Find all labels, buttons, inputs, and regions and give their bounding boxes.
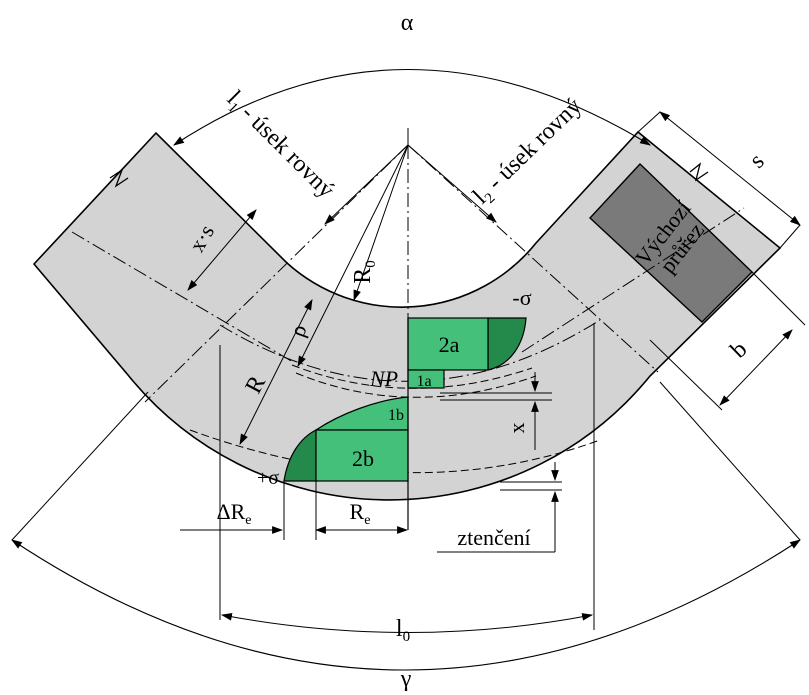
- s-label: s: [745, 148, 770, 173]
- left-break-mark: [109, 168, 129, 188]
- dimension-lines: [180, 111, 806, 633]
- stress-compression-tail: [487, 317, 527, 371]
- l2-straight-label: l2 - úsek rovný: [468, 93, 589, 211]
- delta-Re-label: ΔRe: [216, 499, 251, 528]
- gamma-limit-left: [11, 391, 149, 541]
- minus-sigma-label: -σ: [512, 285, 531, 310]
- x-label: x: [504, 423, 529, 434]
- alpha-label: α: [401, 10, 414, 36]
- l0-label: l0: [396, 616, 410, 645]
- gamma-limit-right: [659, 381, 801, 541]
- zone-2b-label: 2b: [352, 446, 374, 471]
- R0-label: R0: [350, 260, 379, 284]
- thinning-label: ztenčení: [457, 525, 530, 550]
- alpha-arc: [173, 68, 651, 146]
- neutral-plane-label: NP: [369, 366, 398, 391]
- zone-1a-label: 1a: [416, 373, 431, 390]
- Re-label: Re: [350, 499, 371, 528]
- zone-1b-label: 1b: [388, 407, 404, 424]
- zone-2b: [315, 429, 409, 482]
- neutral-plane-arc-2: [295, 372, 537, 398]
- zone-2a: [407, 317, 489, 371]
- zone-2a-label: 2a: [439, 332, 460, 357]
- l1-straight-label: l1 - úsek rovný: [220, 86, 340, 206]
- plus-sigma-label: +σ: [257, 467, 279, 489]
- gamma-label: γ: [400, 666, 412, 692]
- gamma-arc: [11, 539, 801, 671]
- b-label: b: [726, 336, 753, 363]
